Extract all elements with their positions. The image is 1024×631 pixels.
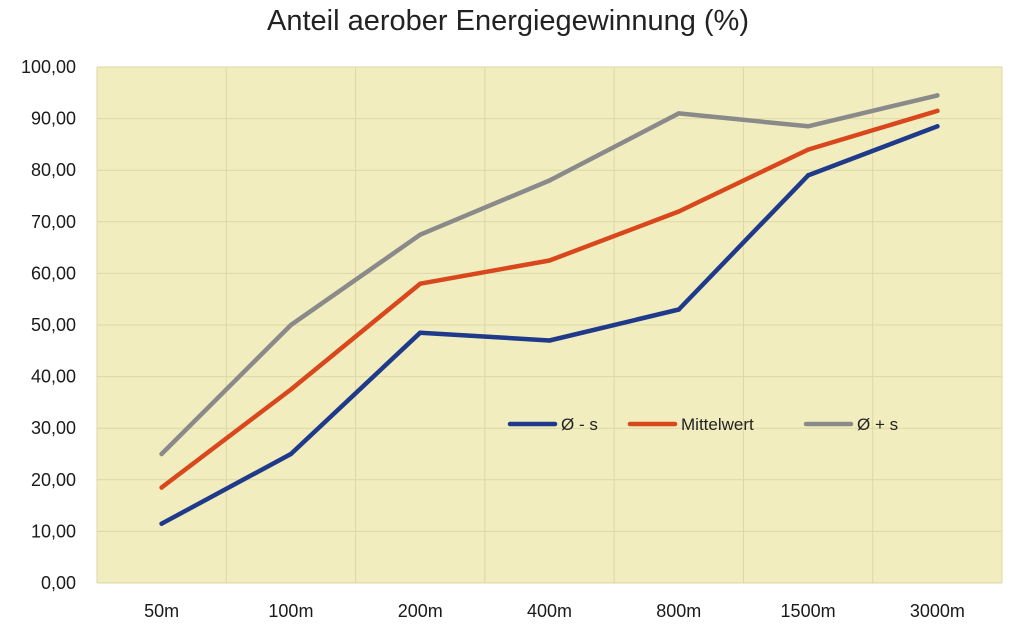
data-point bbox=[676, 111, 681, 116]
data-point bbox=[159, 485, 164, 490]
data-point bbox=[288, 451, 294, 457]
data-point bbox=[418, 232, 423, 237]
y-tick-label: 20,00 bbox=[31, 470, 76, 490]
legend-label: Mittelwert bbox=[681, 415, 754, 434]
y-tick-label: 0,00 bbox=[41, 573, 76, 593]
x-tick-label: 1500m bbox=[781, 601, 836, 621]
data-point bbox=[935, 108, 940, 114]
x-tick-label: 400m bbox=[527, 601, 572, 621]
data-point bbox=[676, 307, 681, 312]
data-point bbox=[159, 451, 164, 457]
data-point bbox=[418, 281, 423, 286]
legend: Ø - s Mittelwert Ø + s bbox=[507, 415, 898, 434]
y-tick-label: 10,00 bbox=[31, 521, 76, 541]
series-lines bbox=[159, 93, 940, 526]
x-tick-label: 100m bbox=[268, 601, 313, 621]
data-point bbox=[547, 338, 552, 343]
y-axis-ticks: 0,00 10,00 20,00 30,00 40,00 50,00 60,00 70,00 8… bbox=[21, 57, 76, 593]
y-tick-label: 90,00 bbox=[31, 109, 76, 129]
data-point bbox=[935, 124, 940, 129]
data-point bbox=[288, 387, 294, 392]
y-tick-label: 30,00 bbox=[31, 418, 76, 438]
y-tick-label: 60,00 bbox=[31, 263, 76, 283]
x-tick-label: 200m bbox=[398, 601, 443, 621]
y-tick-label: 50,00 bbox=[31, 315, 76, 335]
gridlines bbox=[96, 66, 1003, 584]
x-tick-label: 3000m bbox=[910, 601, 965, 621]
x-axis-ticks: 50m 100m 200m 400m 800m 1500m 3000m bbox=[144, 601, 965, 621]
data-point bbox=[805, 173, 811, 178]
data-point bbox=[547, 258, 552, 263]
y-tick-label: 100,00 bbox=[21, 57, 76, 77]
data-point bbox=[935, 93, 940, 98]
data-point bbox=[676, 209, 681, 214]
y-tick-label: 70,00 bbox=[31, 212, 76, 232]
data-point bbox=[805, 124, 811, 129]
data-point bbox=[418, 330, 423, 335]
x-tick-label: 50m bbox=[144, 601, 179, 621]
data-point bbox=[805, 147, 811, 152]
chart-title: Anteil aerober Energiegewinnung (%) bbox=[267, 5, 749, 37]
x-tick-label: 800m bbox=[656, 601, 701, 621]
legend-label: Ø - s bbox=[561, 415, 598, 434]
y-tick-label: 40,00 bbox=[31, 367, 76, 387]
legend-label: Ø + s bbox=[857, 415, 898, 434]
data-point bbox=[547, 178, 552, 183]
data-point bbox=[288, 322, 294, 328]
data-point bbox=[159, 521, 164, 526]
y-tick-label: 80,00 bbox=[31, 160, 76, 180]
